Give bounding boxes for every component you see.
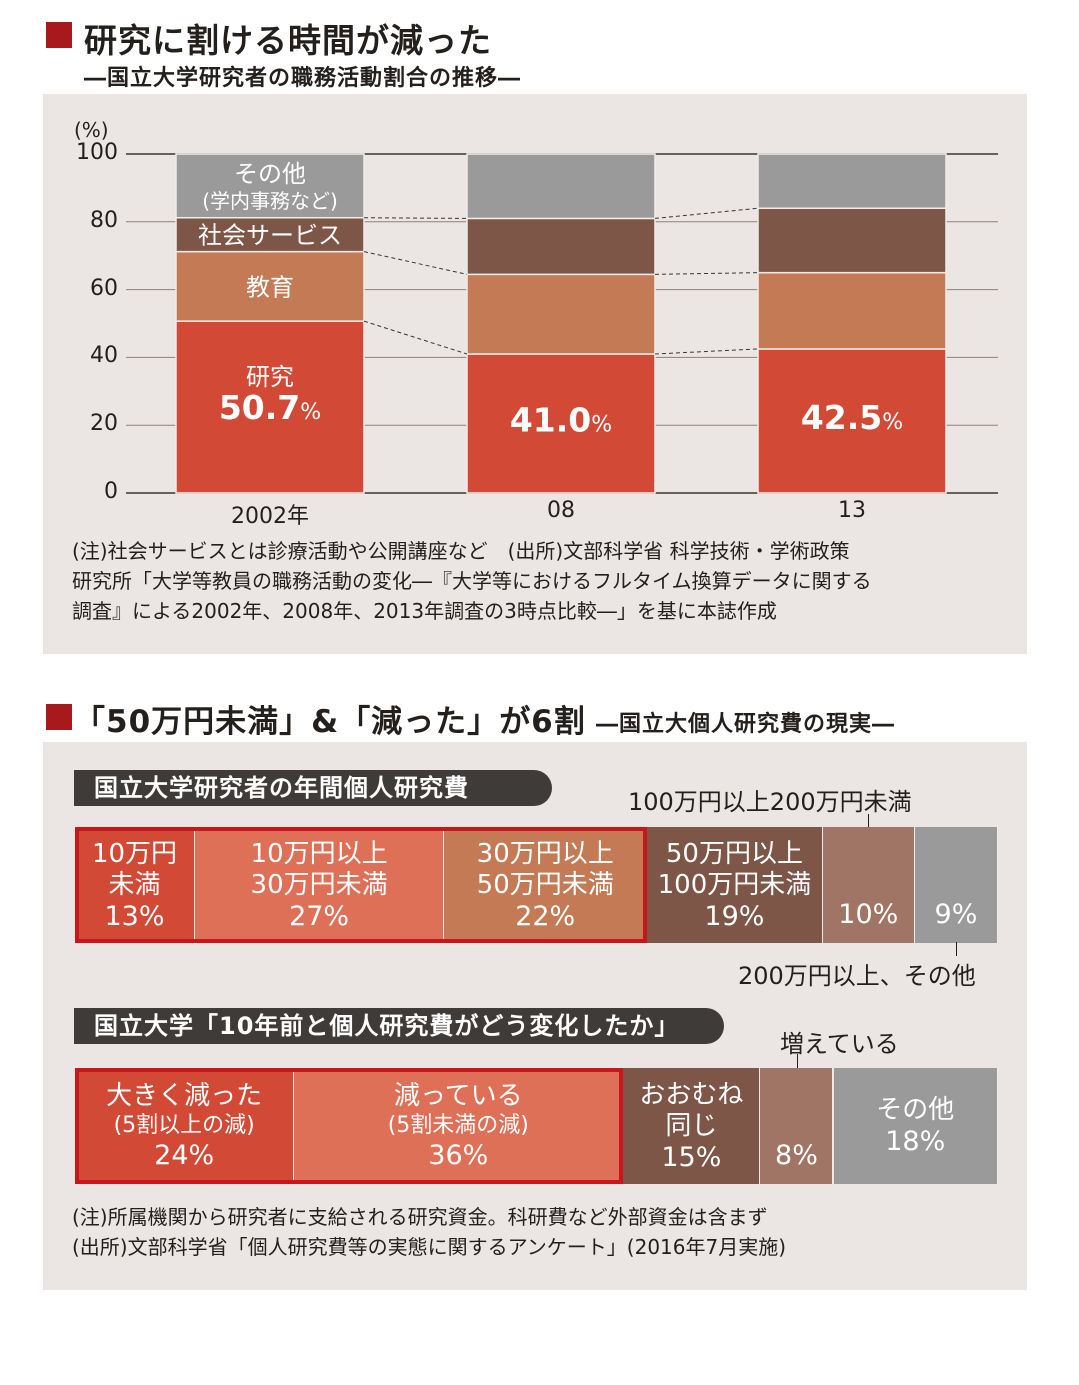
segment-label-research: 研究 <box>246 363 294 391</box>
x-tick-1: 08 <box>547 498 575 523</box>
segment-label-social: 社会サービス <box>198 222 342 250</box>
bar-08-教育 <box>466 273 656 355</box>
bar1-segment-2-value: 22% <box>515 900 576 932</box>
bar1-segment-1: 10万円以上 30万円未満 27% <box>194 827 445 943</box>
bar1-callout-top: 100万円以上200万円未満 <box>628 788 912 816</box>
bar1-callout-bottom: 200万円以上、その他 <box>738 962 976 990</box>
title-marker <box>46 22 72 48</box>
bar-2002年-その他(学内事務など) <box>175 153 365 219</box>
bar2-segment-0: 大きく減った (5割以上の減) 24% <box>75 1068 295 1184</box>
bar-13-その他(学内事務など) <box>757 153 947 209</box>
y-tick-100: 100 <box>76 140 118 165</box>
bar1-segment-0-line-1: 未満 <box>108 869 161 900</box>
chart2-title-part-1: 「50万円未満」 <box>74 704 312 740</box>
bar-08-社会サービス <box>466 217 656 276</box>
bar1-segment-4: 10% <box>822 827 915 943</box>
chart2-note-line-2: (出所)文部科学省「個人研究費等の実態に関するアンケート」(2016年7月実施) <box>72 1235 787 1259</box>
bar2-segment-1-value: 36% <box>428 1140 489 1171</box>
bar2-segment-0-sub: (5割以上の減) <box>113 1113 255 1138</box>
bar2-segment-1: 減っている (5割未満の減) 36% <box>294 1068 624 1184</box>
bar2-segment-1-sub: (5割未満の減) <box>387 1113 529 1138</box>
bar2-callout-top: 増えている <box>780 1030 899 1058</box>
chart1-title: 研究に割ける時間が減った <box>84 21 492 60</box>
bar1-segment-1-line-0: 10万円以上 <box>250 838 388 869</box>
bar2-segment-2: おおむね 同じ 15% <box>623 1068 761 1184</box>
bar-13-社会サービス <box>757 207 947 274</box>
chart1-note-line-1: (注)社会サービスとは診療活動や公開講座など (出所)文部科学省 科学技術・学術… <box>72 539 850 563</box>
bar1-segment-3: 50万円以上 100万円未満 19% <box>647 827 823 943</box>
bar2-segment-2-value: 15% <box>661 1141 722 1173</box>
bar-2002年-研究 <box>175 320 365 494</box>
chart2-title-part-4: が6割 <box>499 704 586 740</box>
chart1-note-line-3: 調査』による2002年、2008年、2013年調査の3時点比較―」を基に本誌作成 <box>72 599 777 623</box>
research-value-13: 42.5% <box>801 398 903 437</box>
bar1-segment-3-line-1: 100万円未満 <box>657 869 812 900</box>
bar2-segment-4-value: 18% <box>885 1126 946 1157</box>
bar-08-その他(学内事務など) <box>466 153 656 220</box>
bar1-label: 国立大学研究者の年間個人研究費 <box>74 770 552 806</box>
bar-08-研究 <box>466 353 656 494</box>
bar2-segment-4-line-0: その他 <box>876 1095 955 1125</box>
segment-label-education: 教育 <box>246 273 294 301</box>
bar2-callout-top-line <box>797 1054 798 1068</box>
segment-label-other: その他 <box>234 160 306 188</box>
bar2-segment-2-line-1: 同じ <box>665 1110 718 1141</box>
connector-0-0 <box>363 320 468 355</box>
bar2-segment-0-value: 24% <box>154 1140 215 1171</box>
bar1-segment-2-line-1: 50万円未満 <box>476 869 614 900</box>
bar2-segment-3-value: 8% <box>775 1139 818 1171</box>
connector-1-1 <box>654 272 759 275</box>
y-tick-0: 0 <box>104 479 118 504</box>
x-tick-2: 13 <box>838 498 866 523</box>
y-unit-label: (%) <box>74 118 109 142</box>
segment-label-other-sub: (学内事務など) <box>202 189 338 213</box>
bar2-segment-4: その他 18% <box>833 1068 998 1184</box>
bar1-segment-4-value: 10% <box>838 898 899 930</box>
bar2-segment-0-line-0: 大きく減った <box>106 1081 263 1111</box>
bar1-segment-3-value: 19% <box>704 900 765 932</box>
bar2-label: 国立大学「10年前と個人研究費がどう変化したか」 <box>74 1008 724 1044</box>
x-tick-0: 2002年 <box>231 504 309 529</box>
chart2-note-line-1: (注)所属機関から研究者に支給される研究資金。科研費など外部資金は含まず <box>72 1205 768 1229</box>
bar1-segment-0: 10万円 未満 13% <box>75 827 195 943</box>
bar1-segment-5: 9% <box>914 827 998 943</box>
y-tick-60: 60 <box>90 275 118 301</box>
bar1-segment-5-value: 9% <box>934 898 978 930</box>
chart1-note-line-2: 研究所「大学等教員の職務活動の変化―『大学等におけるフルタイム換算データに関する <box>72 569 872 593</box>
bar1-callout-top-line <box>868 814 869 828</box>
connector-0-1 <box>654 348 759 355</box>
bar1-segment-2: 30万円以上 50万円未満 22% <box>444 827 648 943</box>
bar2-segment-2-line-0: おおむね <box>639 1079 744 1110</box>
chart2-subtitle: ―国立大個人研究費の現実― <box>596 712 896 737</box>
connector-2-1 <box>654 207 759 219</box>
bar1-segment-1-line-1: 30万円未満 <box>250 869 388 900</box>
chart2-title-part-2: & <box>311 704 340 740</box>
bar1-segment-3-line-0: 50万円以上 <box>665 838 803 869</box>
bar1-segment-0-value: 13% <box>104 900 165 932</box>
bar-2002年-教育 <box>175 250 365 322</box>
chart1-subtitle: ―国立大学研究者の職務活動割合の推移― <box>84 66 522 91</box>
y-tick-20: 20 <box>90 411 118 437</box>
chart2-title-part-3: 「減った」 <box>339 704 500 740</box>
bar-13-研究 <box>757 348 947 494</box>
bar1-segment-0-line-0: 10万円 <box>91 838 178 869</box>
chart2-title: 「50万円未満」&「減った」が6割 <box>74 696 586 741</box>
bar1-segment-2-line-0: 30万円以上 <box>476 838 614 869</box>
bar2-segment-1-line-0: 減っている <box>393 1081 523 1111</box>
title-marker-2 <box>46 704 72 730</box>
connector-1-0 <box>363 251 468 275</box>
connector-2-0 <box>363 217 468 219</box>
y-tick-40: 40 <box>90 343 118 369</box>
y-tick-80: 80 <box>90 207 118 233</box>
bar2-segment-3: 8% <box>760 1068 834 1184</box>
bar-13-教育 <box>757 271 947 350</box>
bar1-segment-1-value: 27% <box>289 900 350 932</box>
bar1-callout-bottom-line <box>956 942 957 956</box>
